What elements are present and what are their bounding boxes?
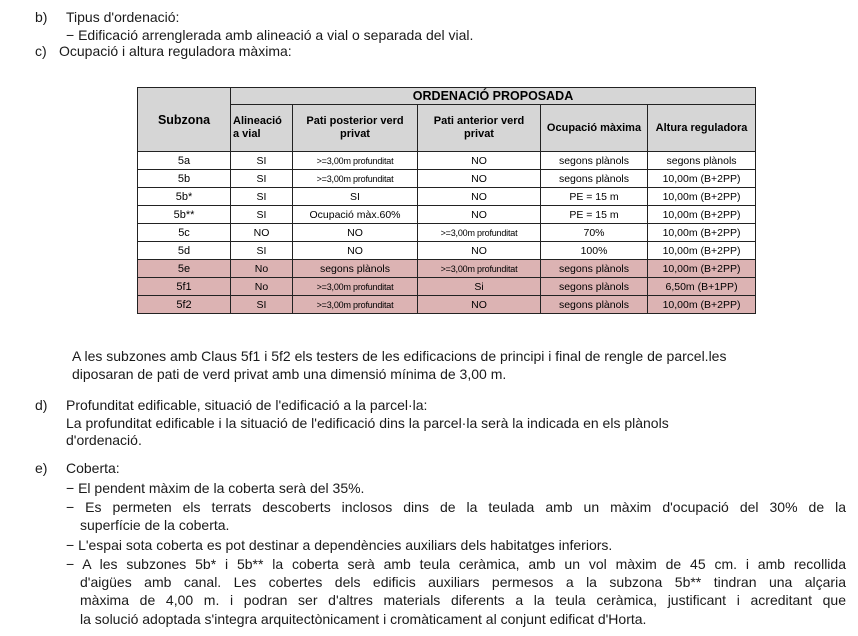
- cell-altura: 10,00m (B+2PP): [646, 295, 757, 314]
- cell-altura: segons plànols: [646, 151, 757, 170]
- cell-pati-posterior: segons plànols: [292, 259, 418, 278]
- cell-pati-anterior: >=3,00m profunditat: [417, 259, 541, 278]
- cell-pati-posterior: NO: [292, 241, 418, 260]
- cell-alineacio: No: [230, 277, 293, 296]
- note-line-1: A les subzones amb Claus 5f1 i 5f2 els t…: [72, 348, 727, 364]
- section-e-line-6: d'aigües amb canal. Les cobertes dels ed…: [80, 574, 846, 590]
- cell-pati-posterior: NO: [292, 223, 418, 242]
- cell-alineacio: SI: [230, 151, 293, 170]
- cell-pati-posterior: >=3,00m profunditat: [292, 169, 418, 188]
- section-b-marker: b): [35, 9, 48, 25]
- cell-alineacio: NO: [230, 223, 293, 242]
- cell-alineacio: SI: [230, 169, 293, 188]
- cell-alineacio: No: [230, 259, 293, 278]
- header-subzona: Subzona: [137, 87, 231, 152]
- cell-ocupacio: PE = 15 m: [540, 187, 648, 206]
- table-row: 5b** SI Ocupació màx.60% NO PE = 15 m 10,00m …: [137, 205, 757, 224]
- section-c-marker: c): [35, 43, 47, 59]
- table-row: 5f2 SI >=3,00m profunditat NO segons plànols…: [137, 295, 757, 314]
- cell-ocupacio: segons plànols: [540, 259, 648, 278]
- section-d-title: Profunditat edificable, situació de l'ed…: [66, 397, 428, 413]
- cell-subzona: 5b: [137, 169, 231, 188]
- cell-ocupacio: 70%: [540, 223, 648, 242]
- cell-ocupacio: PE = 15 m: [540, 205, 648, 224]
- header-ordenacio-proposada: ORDENACIÓ PROPOSADA: [229, 87, 757, 105]
- cell-subzona: 5f1: [137, 277, 231, 296]
- section-e-line-1: − El pendent màxim de la coberta serà de…: [66, 480, 365, 496]
- cell-subzona: 5e: [137, 259, 231, 278]
- cell-subzona: 5b**: [137, 205, 231, 224]
- cell-alineacio: SI: [230, 295, 293, 314]
- cell-pati-anterior: >=3,00m profunditat: [417, 223, 541, 242]
- section-e-line-5: − A les subzones 5b* i 5b** la coberta s…: [66, 556, 846, 572]
- cell-ocupacio: 100%: [540, 241, 648, 260]
- table-row: 5b* SI SI NO PE = 15 m 10,00m (B+2PP): [137, 187, 757, 206]
- header-ocupacio: Ocupació màxima: [540, 104, 648, 152]
- section-b-title: Tipus d'ordenació:: [66, 9, 180, 25]
- cell-subzona: 5a: [137, 151, 231, 170]
- section-e-title: Coberta:: [66, 460, 120, 476]
- cell-pati-anterior: Si: [417, 277, 541, 296]
- section-e-line-7: màxima de 4,00 m. i podran ser d'altres …: [80, 592, 846, 608]
- cell-pati-posterior: SI: [292, 187, 418, 206]
- table-row: 5e No segons plànols >=3,00m profunditat seg…: [137, 259, 757, 278]
- ordenacio-table: Subzona ORDENACIÓ PROPOSADA Alineació a …: [137, 87, 757, 314]
- table-row: 5f1 No >=3,00m profunditat Si segons plànols…: [137, 277, 757, 296]
- cell-subzona: 5c: [137, 223, 231, 242]
- header-alineacio: Alineació a vial: [230, 104, 293, 152]
- cell-pati-anterior: NO: [417, 187, 541, 206]
- cell-pati-posterior: >=3,00m profunditat: [292, 295, 418, 314]
- cell-altura: 10,00m (B+2PP): [646, 187, 757, 206]
- cell-ocupacio: segons plànols: [540, 277, 648, 296]
- cell-altura: 10,00m (B+2PP): [646, 259, 757, 278]
- section-d-line-1: La profunditat edificable i la situació …: [66, 415, 669, 431]
- cell-pati-posterior: Ocupació màx.60%: [292, 205, 418, 224]
- cell-subzona: 5b*: [137, 187, 231, 206]
- table-row: 5b SI >=3,00m profunditat NO segons plànols 1…: [137, 169, 757, 188]
- section-e-line-8: la solució adoptada s'integra arquitectò…: [80, 611, 647, 627]
- cell-pati-anterior: NO: [417, 295, 541, 314]
- cell-pati-anterior: NO: [417, 241, 541, 260]
- cell-altura: 10,00m (B+2PP): [646, 169, 757, 188]
- cell-pati-anterior: NO: [417, 151, 541, 170]
- table-row: 5c NO NO >=3,00m profunditat 70% 10,00m (B+2P…: [137, 223, 757, 242]
- cell-altura: 10,00m (B+2PP): [646, 241, 757, 260]
- cell-ocupacio: segons plànols: [540, 169, 648, 188]
- cell-pati-anterior: NO: [417, 205, 541, 224]
- cell-altura: 10,00m (B+2PP): [646, 205, 757, 224]
- cell-pati-posterior: >=3,00m profunditat: [292, 277, 418, 296]
- section-e-marker: e): [35, 460, 48, 476]
- section-d-marker: d): [35, 397, 48, 413]
- cell-subzona: 5f2: [137, 295, 231, 314]
- cell-ocupacio: segons plànols: [540, 151, 648, 170]
- section-e-line-3: superfície de la coberta.: [80, 517, 230, 533]
- cell-alineacio: SI: [230, 187, 293, 206]
- table-row: 5a SI >=3,00m profunditat NO segons plànols s…: [137, 151, 757, 170]
- header-pati-posterior: Pati posterior verd privat: [292, 104, 418, 152]
- section-e-line-4: − L'espai sota coberta es pot destinar a…: [66, 537, 613, 553]
- cell-ocupacio: segons plànols: [540, 295, 648, 314]
- cell-altura: 10,00m (B+2PP): [646, 223, 757, 242]
- cell-subzona: 5d: [137, 241, 231, 260]
- cell-alineacio: SI: [230, 205, 293, 224]
- cell-altura: 6,50m (B+1PP): [646, 277, 757, 296]
- cell-pati-posterior: >=3,00m profunditat: [292, 151, 418, 170]
- cell-pati-anterior: NO: [417, 169, 541, 188]
- section-e-line-2: − Es permeten els terrats descoberts inc…: [66, 499, 846, 515]
- table-row: 5d SI NO NO 100% 10,00m (B+2PP): [137, 241, 757, 260]
- header-pati-anterior: Pati anterior verd privat: [417, 104, 541, 152]
- section-b-item: − Edificació arrenglerada amb alineació …: [66, 27, 474, 43]
- cell-alineacio: SI: [230, 241, 293, 260]
- note-line-2: diposaran de pati de verd privat amb una…: [72, 366, 507, 382]
- section-d-line-2: d'ordenació.: [66, 432, 142, 448]
- header-altura: Altura reguladora: [646, 104, 757, 152]
- section-c-title: Ocupació i altura reguladora màxima:: [59, 43, 292, 59]
